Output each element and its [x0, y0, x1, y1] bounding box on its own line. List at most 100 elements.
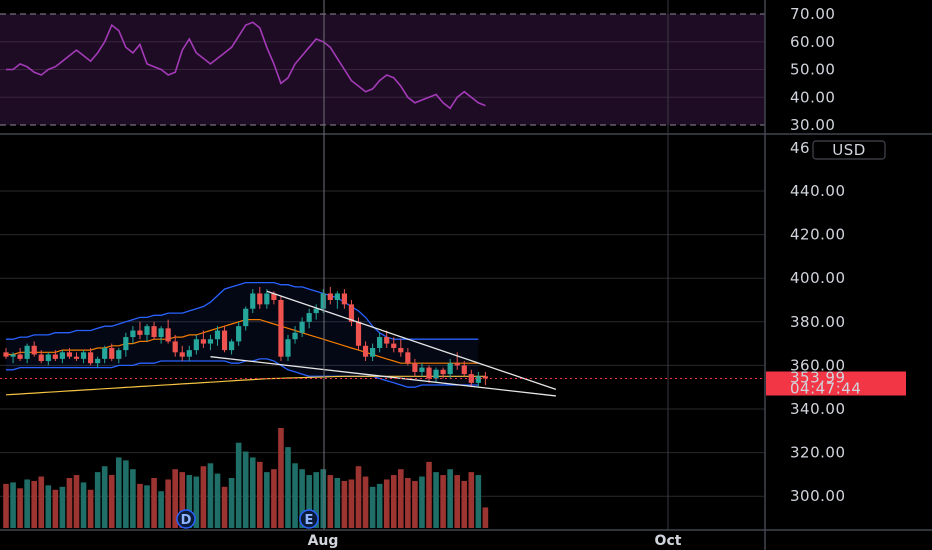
- candle[interactable]: [102, 345, 108, 364]
- volume-bar: [193, 476, 200, 528]
- candle[interactable]: [264, 289, 270, 309]
- wedge-upper-trendline[interactable]: [266, 290, 557, 390]
- candle-body: [10, 354, 16, 357]
- candle[interactable]: [447, 358, 453, 379]
- candle[interactable]: [391, 337, 397, 353]
- candle-body: [292, 332, 298, 340]
- candle[interactable]: [179, 345, 185, 362]
- dividend-marker[interactable]: D: [176, 509, 196, 529]
- candle[interactable]: [3, 347, 9, 359]
- candle[interactable]: [370, 343, 376, 362]
- candle-body: [447, 363, 453, 375]
- candle-body: [24, 345, 30, 359]
- candle[interactable]: [109, 343, 115, 362]
- volume-bar: [144, 485, 150, 528]
- candle[interactable]: [440, 367, 446, 379]
- candle[interactable]: [341, 289, 347, 309]
- candle[interactable]: [144, 323, 150, 342]
- volume-bar: [306, 475, 312, 528]
- volume-bar: [292, 463, 298, 528]
- volume-bar: [341, 480, 348, 528]
- candle[interactable]: [73, 352, 80, 362]
- candle[interactable]: [59, 350, 65, 364]
- volume-bar: [87, 489, 94, 528]
- candle[interactable]: [95, 356, 101, 368]
- candle[interactable]: [10, 352, 16, 364]
- candle[interactable]: [151, 321, 157, 340]
- candle[interactable]: [31, 341, 37, 357]
- volume-bar: [468, 472, 475, 528]
- candle[interactable]: [433, 367, 439, 383]
- candle[interactable]: [348, 300, 355, 327]
- candle[interactable]: [412, 358, 418, 377]
- candle[interactable]: [292, 326, 298, 344]
- candle[interactable]: [243, 306, 249, 331]
- candle-body: [320, 293, 326, 309]
- candle[interactable]: [398, 339, 404, 357]
- candle[interactable]: [52, 350, 58, 362]
- candle[interactable]: [285, 334, 291, 362]
- candle[interactable]: [172, 334, 178, 357]
- price-pane[interactable]: [0, 190, 765, 528]
- candle[interactable]: [299, 317, 305, 338]
- price-scale[interactable]: 440.00 420.00 400.00 380.00 360.00 340.00 320.…: [790, 182, 846, 505]
- candle[interactable]: [475, 371, 481, 388]
- candle[interactable]: [214, 326, 221, 346]
- candle-body: [440, 369, 446, 375]
- candle[interactable]: [186, 345, 192, 362]
- candle[interactable]: [221, 326, 228, 353]
- candle[interactable]: [419, 363, 425, 377]
- candle[interactable]: [123, 332, 129, 357]
- candle-body: [221, 330, 228, 351]
- candle[interactable]: [278, 295, 284, 362]
- candle[interactable]: [313, 304, 319, 320]
- candle[interactable]: [327, 286, 333, 305]
- candle[interactable]: [116, 347, 122, 364]
- volume-bar: [94, 472, 101, 528]
- candle[interactable]: [200, 330, 206, 348]
- candle[interactable]: [334, 291, 340, 309]
- candle[interactable]: [165, 319, 171, 344]
- candle[interactable]: [320, 289, 326, 314]
- candle[interactable]: [461, 361, 467, 377]
- candle[interactable]: [137, 321, 143, 340]
- candle[interactable]: [38, 350, 44, 364]
- candle[interactable]: [384, 330, 390, 348]
- candle[interactable]: [377, 332, 383, 353]
- candle[interactable]: [88, 347, 94, 366]
- currency-button[interactable]: USD: [812, 140, 886, 160]
- candle-body: [151, 326, 157, 338]
- candle[interactable]: [17, 347, 23, 362]
- candle-body: [482, 376, 488, 379]
- candle[interactable]: [66, 347, 73, 359]
- volume-bar: [179, 472, 186, 528]
- candle-body: [144, 326, 150, 335]
- wedge-lower-trendline[interactable]: [210, 356, 556, 397]
- candle[interactable]: [229, 339, 235, 355]
- candle[interactable]: [306, 308, 312, 329]
- candle[interactable]: [45, 352, 51, 366]
- candle[interactable]: [257, 286, 263, 309]
- volume-bar: [355, 466, 362, 528]
- candle[interactable]: [130, 326, 136, 344]
- candle-body: [475, 376, 481, 383]
- candle[interactable]: [236, 321, 242, 346]
- candle-body: [236, 326, 242, 342]
- volume-bar: [80, 482, 87, 528]
- candle[interactable]: [250, 289, 256, 314]
- rsi-scale[interactable]: 70.00 60.00 50.00 40.00 30.00: [790, 5, 835, 134]
- candle-body: [412, 363, 418, 372]
- candle[interactable]: [158, 326, 164, 344]
- earnings-marker[interactable]: E: [299, 509, 319, 529]
- rsi-pane[interactable]: [0, 13, 765, 126]
- candle[interactable]: [207, 334, 214, 351]
- candle[interactable]: [193, 334, 199, 355]
- candle[interactable]: [362, 341, 369, 362]
- candle[interactable]: [426, 365, 432, 383]
- candle-body: [348, 304, 355, 322]
- candle[interactable]: [405, 347, 411, 366]
- candle[interactable]: [80, 350, 87, 364]
- volume-bar: [264, 472, 270, 528]
- candle[interactable]: [24, 343, 30, 364]
